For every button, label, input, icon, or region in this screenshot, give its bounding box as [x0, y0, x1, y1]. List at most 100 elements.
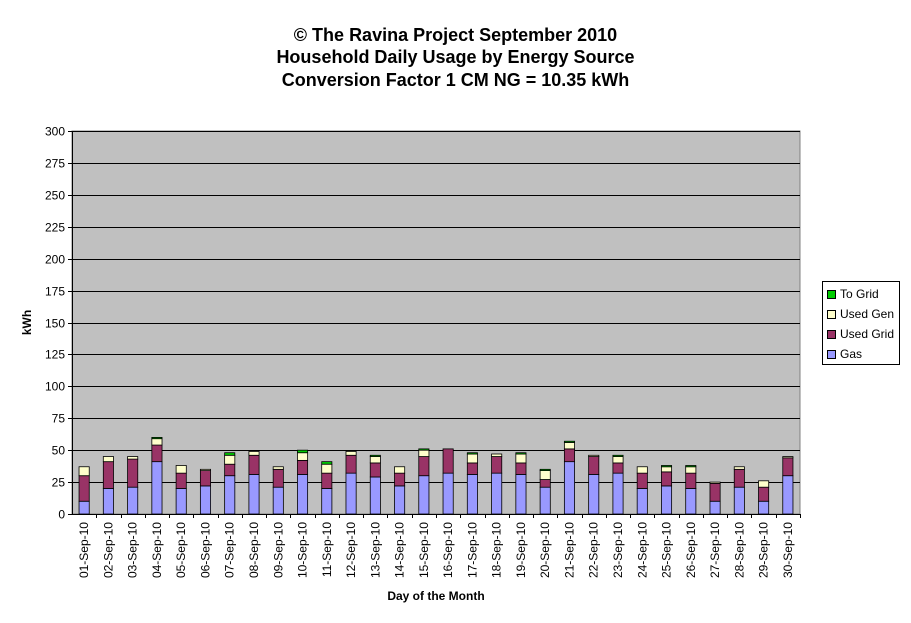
y-tick-label: 100 [45, 380, 65, 394]
bar-used-grid [224, 463, 236, 477]
bar-used-grid [102, 461, 114, 489]
x-tick-label: 29-Sep-10 [757, 522, 771, 578]
x-tick-label: 20-Sep-10 [538, 522, 552, 578]
bar-to-grid [224, 452, 236, 456]
bar-used-grid [491, 456, 503, 474]
bar-used-grid [442, 448, 454, 474]
x-tick-label: 07-Sep-10 [223, 522, 237, 578]
bar-gas [636, 488, 648, 515]
bar-gas [272, 486, 284, 515]
x-tick-label: 16-Sep-10 [441, 522, 455, 578]
legend-swatch [827, 289, 836, 299]
x-tick-label: 09-Sep-10 [271, 522, 285, 578]
bar-used-gen [758, 480, 770, 488]
legend-label: Used Gen [840, 307, 895, 321]
y-tick-label: 200 [45, 253, 65, 267]
x-tick-label: 24-Sep-10 [635, 522, 649, 578]
bar-gas [612, 472, 624, 515]
y-tick-label: 50 [52, 444, 66, 458]
legend-item: Used Grid [827, 326, 894, 342]
bar-used-gen [709, 481, 721, 484]
bar-gas [151, 461, 163, 515]
bar-gas [491, 472, 503, 515]
bar-used-gen [539, 470, 551, 480]
x-tick-label: 14-Sep-10 [393, 522, 407, 578]
bar-to-grid [418, 448, 430, 451]
y-tick-label: 175 [45, 285, 65, 299]
x-tick-label: 11-Sep-10 [320, 522, 334, 577]
bar-gas [394, 485, 406, 515]
x-tick-label: 22-Sep-10 [587, 522, 601, 578]
legend-swatch [827, 329, 836, 339]
x-tick-label: 15-Sep-10 [417, 522, 431, 578]
bar-used-gen [661, 466, 673, 473]
bar-used-grid [345, 454, 357, 474]
bar-gas [224, 475, 236, 515]
legend-item: Gas [827, 346, 862, 362]
bar-used-grid [563, 448, 575, 463]
y-tick-label: 225 [45, 221, 65, 235]
x-tick-label: 13-Sep-10 [368, 522, 382, 578]
bar-to-grid [151, 436, 163, 440]
bar-to-grid [612, 454, 624, 457]
bar-used-grid [685, 472, 697, 489]
x-tick-label: 27-Sep-10 [708, 522, 722, 578]
bar-used-grid [758, 486, 770, 502]
y-tick-label: 275 [45, 157, 65, 171]
bar-gas [709, 500, 721, 515]
x-tick-label: 21-Sep-10 [562, 522, 576, 578]
bar-gas [175, 488, 187, 515]
x-tick-label: 28-Sep-10 [732, 522, 746, 578]
bar-used-gen [733, 466, 745, 470]
bar-used-gen [636, 466, 648, 474]
bar-used-gen [588, 454, 600, 457]
x-tick-label: 23-Sep-10 [611, 522, 625, 578]
bar-used-grid [127, 458, 139, 488]
bar-gas [418, 475, 430, 515]
chart-title-line-3: Conversion Factor 1 CM NG = 10.35 kWh [281, 70, 630, 90]
bar-gas [563, 461, 575, 515]
bar-used-grid [199, 470, 211, 487]
bar-to-grid [466, 452, 478, 455]
bar-gas [199, 485, 211, 515]
legend: To Grid Used Gen Used Grid Gas [822, 281, 900, 365]
y-tick-label: 250 [45, 189, 65, 203]
legend-label: Used Grid [840, 327, 895, 341]
y-tick-label: 125 [45, 348, 65, 362]
x-tick-label: 04-Sep-10 [150, 522, 164, 578]
bar-used-gen [612, 456, 624, 464]
bar-used-grid [515, 462, 527, 475]
bar-to-grid [321, 461, 333, 465]
bar-used-gen [248, 451, 260, 456]
bar-used-grid [272, 468, 284, 488]
bar-to-grid [563, 440, 575, 443]
x-tick-label: 17-Sep-10 [465, 522, 479, 578]
bar-used-grid [248, 454, 260, 475]
bar-used-grid [588, 456, 600, 475]
bar-used-gen [272, 466, 284, 470]
bar-gas [78, 500, 90, 515]
x-tick-label: 02-Sep-10 [101, 522, 115, 578]
bar-used-grid [151, 444, 163, 463]
bar-to-grid [539, 468, 551, 471]
bar-used-grid [636, 472, 648, 489]
bar-used-grid [175, 472, 187, 489]
bar-used-gen [685, 466, 697, 474]
x-tick-label: 06-Sep-10 [198, 522, 212, 578]
x-tick-label: 19-Sep-10 [514, 522, 528, 578]
x-tick-label: 12-Sep-10 [344, 522, 358, 578]
bar-gas [539, 486, 551, 515]
legend-label: To Grid [840, 287, 879, 301]
bar-gas [248, 474, 260, 515]
bar-used-grid [297, 459, 309, 475]
bar-to-grid [515, 452, 527, 455]
bar-gas [442, 472, 454, 515]
x-tick-label: 03-Sep-10 [126, 522, 140, 578]
bar-gas [127, 486, 139, 515]
y-tick-label: 0 [58, 508, 65, 522]
bar-used-gen [151, 438, 163, 446]
x-tick-label: 01-Sep-10 [77, 522, 91, 578]
legend-label: Gas [840, 347, 863, 361]
bar-to-grid [685, 465, 697, 468]
